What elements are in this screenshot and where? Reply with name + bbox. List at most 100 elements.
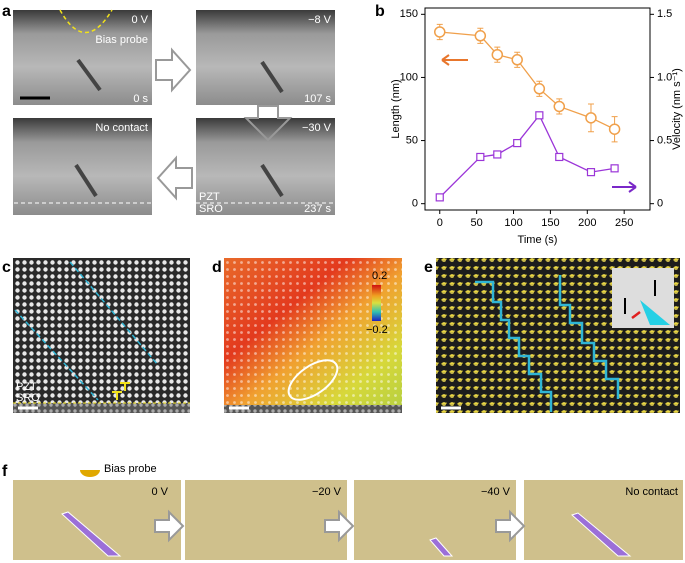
y2-tick-label: 1.5	[657, 8, 672, 20]
point	[511, 54, 523, 66]
micrograph	[196, 10, 335, 105]
stem-image	[224, 405, 402, 413]
panel-label: a	[2, 3, 11, 20]
inset-arrow	[631, 311, 641, 319]
label: No contact	[95, 122, 148, 134]
panel-f: Bias probe 0 V −20 V −40 V No contact	[13, 463, 683, 560]
domain	[260, 163, 284, 198]
domain-wall	[14, 309, 99, 401]
axis-arrow	[612, 181, 637, 193]
point	[474, 30, 487, 42]
schematic	[354, 480, 516, 560]
panel-label: b	[375, 3, 385, 20]
domain-wall	[69, 261, 159, 366]
plot-frame	[424, 7, 651, 211]
flow-arrow	[156, 155, 193, 201]
flow-arrow	[243, 105, 293, 142]
point	[586, 168, 596, 177]
panel-label: e	[424, 259, 433, 276]
colorbar-label: 0.2	[372, 270, 387, 282]
point	[555, 152, 564, 162]
y-tick-label: 0	[412, 198, 418, 210]
flow-arrow	[155, 47, 192, 93]
panel-label: f	[2, 463, 8, 480]
domain-boundary	[475, 275, 620, 412]
domain	[74, 163, 98, 198]
probe-outline	[59, 9, 113, 34]
stem-image	[13, 403, 190, 413]
schematic	[13, 480, 181, 560]
y2-tick-label: 1.0	[657, 71, 672, 83]
axis-arrow	[441, 54, 468, 66]
colorbar	[372, 285, 381, 321]
panel-c: PZT SRO	[13, 258, 190, 413]
stem-image	[13, 258, 190, 403]
label: −20 V	[312, 486, 342, 498]
y2-axis-title: Velocity (nm s⁻¹)	[671, 68, 683, 150]
label: SRO	[199, 203, 223, 215]
series-line	[439, 114, 615, 198]
x-tick-label: 0	[437, 217, 443, 229]
label: −30 V	[302, 122, 332, 134]
panel-a: 0 V Bias probe 0 s −8 V 107 s No contact…	[13, 9, 335, 215]
chart: 0 50 100 150 200 250 0 50 100 150 0 0.5 1.0 1.5 Time (…	[390, 8, 683, 246]
label: Bias probe	[104, 463, 157, 475]
x-tick-label: 50	[471, 217, 483, 229]
lattice-overlay	[224, 258, 402, 405]
label: −40 V	[481, 486, 511, 498]
x-tick-label: 200	[578, 217, 596, 229]
micrograph	[13, 10, 152, 105]
point	[610, 164, 619, 173]
label: 237 s	[304, 203, 331, 215]
domain	[429, 537, 454, 557]
y-tick-label: 50	[406, 134, 418, 146]
domain	[61, 511, 122, 557]
panel-d: 0.2 −0.2	[224, 258, 402, 413]
x-axis-title: Time (s)	[518, 234, 558, 246]
domain	[260, 60, 284, 94]
panel-label: d	[212, 259, 222, 276]
x-tick-label: 100	[504, 217, 522, 229]
schematic	[185, 480, 347, 560]
flow-arrow	[154, 509, 526, 543]
label: No contact	[625, 486, 678, 498]
inset-domain	[640, 300, 670, 325]
micrograph	[13, 118, 152, 215]
label: 0 V	[151, 486, 168, 498]
probe	[80, 470, 100, 477]
label: SRO	[16, 392, 40, 404]
label: 107 s	[304, 93, 331, 105]
panel-label: c	[2, 259, 11, 276]
point	[476, 152, 485, 162]
y-tick-label: 150	[400, 8, 418, 20]
point	[533, 83, 546, 95]
x-tick-label: 150	[541, 217, 559, 229]
y-tick-label: 100	[400, 71, 418, 83]
domain	[76, 58, 102, 92]
label: PZT	[199, 191, 220, 203]
label: PZT	[16, 381, 37, 393]
point	[585, 112, 597, 124]
point	[435, 193, 444, 202]
label: −8 V	[308, 14, 332, 26]
dislocation	[112, 382, 130, 400]
domain	[571, 512, 632, 557]
point	[553, 100, 566, 113]
point	[493, 150, 502, 159]
x-tick-label: 250	[615, 217, 633, 229]
micrograph	[196, 118, 335, 215]
panel-e	[436, 258, 680, 413]
point	[608, 123, 621, 135]
point	[434, 26, 446, 38]
highlight	[287, 359, 339, 401]
label: Bias probe	[95, 34, 148, 46]
inset	[612, 268, 674, 328]
colorbar-label: −0.2	[366, 324, 388, 336]
point	[513, 138, 522, 148]
point	[491, 48, 504, 61]
y-axis-title: Length (nm)	[390, 79, 402, 138]
y2-tick-label: 0.5	[657, 134, 672, 146]
schematic	[524, 480, 683, 560]
label: 0 V	[131, 14, 148, 26]
